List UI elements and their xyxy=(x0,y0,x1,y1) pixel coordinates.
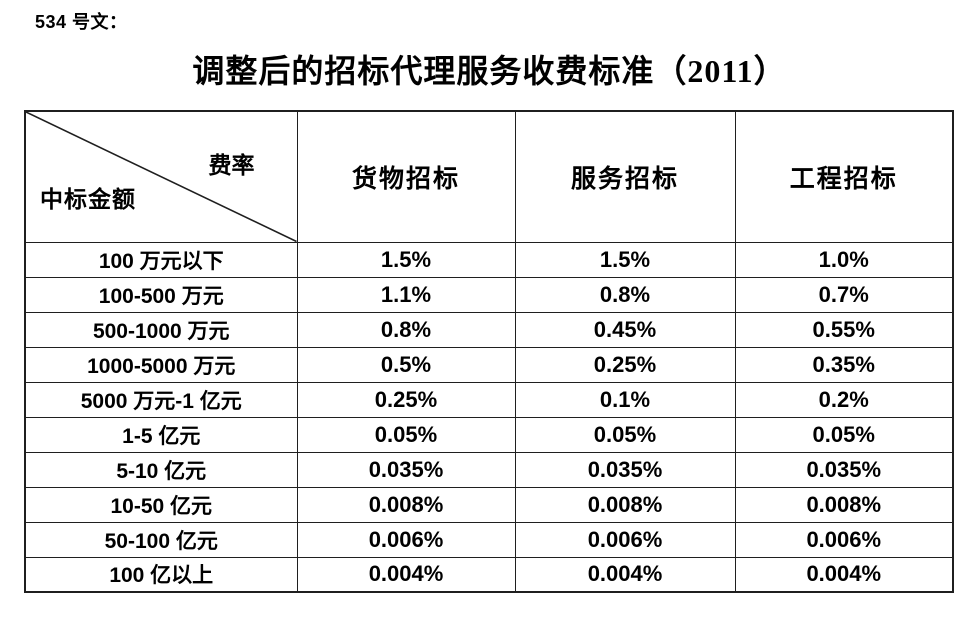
rate-value-cell: 0.05% xyxy=(734,416,954,453)
rate-value-cell: 0.035% xyxy=(296,451,516,488)
corner-label-rate: 费率 xyxy=(208,153,255,178)
rate-value-cell: 0.008% xyxy=(734,486,954,523)
amount-range-cell: 100 万元以下 xyxy=(24,241,298,278)
table-row: 100-500 万元 1.1% 0.8% 0.7% xyxy=(24,276,954,313)
table-row: 10-50 亿元 0.008% 0.008% 0.008% xyxy=(24,486,954,523)
table-row: 1000-5000 万元 0.5% 0.25% 0.35% xyxy=(24,346,954,383)
amount-range-cell: 5000 万元-1 亿元 xyxy=(24,381,298,418)
table-row: 500-1000 万元 0.8% 0.45% 0.55% xyxy=(24,311,954,348)
rate-value-cell: 0.35% xyxy=(734,346,954,383)
rate-value-cell: 0.008% xyxy=(514,486,736,523)
amount-range-cell: 100 亿以上 xyxy=(24,556,298,593)
corner-label-amount: 中标金额 xyxy=(40,187,136,212)
rate-value-cell: 0.006% xyxy=(734,521,954,558)
rate-value-cell: 0.2% xyxy=(734,381,954,418)
table-row: 5-10 亿元 0.035% 0.035% 0.035% xyxy=(24,451,954,488)
rate-value-cell: 0.004% xyxy=(734,556,954,593)
rate-value-cell: 0.035% xyxy=(514,451,736,488)
rate-value-cell: 0.5% xyxy=(296,346,516,383)
rate-value-cell: 0.45% xyxy=(514,311,736,348)
table-row: 1-5 亿元 0.05% 0.05% 0.05% xyxy=(24,416,954,453)
page-title: 调整后的招标代理服务收费标准（2011） xyxy=(192,53,787,89)
rate-value-cell: 1.5% xyxy=(514,241,736,278)
amount-range-cell: 1-5 亿元 xyxy=(24,416,298,453)
rate-value-cell: 0.55% xyxy=(734,311,954,348)
diagonal-corner-cell: 费率 中标金额 xyxy=(24,110,298,243)
amount-range-cell: 10-50 亿元 xyxy=(24,486,298,523)
rate-value-cell: 0.25% xyxy=(514,346,736,383)
rate-value-cell: 0.8% xyxy=(514,276,736,313)
rate-value-cell: 0.004% xyxy=(296,556,516,593)
table-row: 5000 万元-1 亿元 0.25% 0.1% 0.2% xyxy=(24,381,954,418)
column-header-goods: 货物招标 xyxy=(296,110,516,243)
rate-value-cell: 1.5% xyxy=(296,241,516,278)
doc-ref-label: 534 号文： xyxy=(35,12,128,32)
column-header-services: 服务招标 xyxy=(514,110,736,243)
column-header-works: 工程招标 xyxy=(734,110,954,243)
table-row: 50-100 亿元 0.006% 0.006% 0.006% xyxy=(24,521,954,558)
rate-value-cell: 1.0% xyxy=(734,241,954,278)
rate-value-cell: 0.8% xyxy=(296,311,516,348)
rate-value-cell: 0.25% xyxy=(296,381,516,418)
rate-value-cell: 1.1% xyxy=(296,276,516,313)
rate-value-cell: 0.006% xyxy=(296,521,516,558)
table-body: 100 万元以下 1.5% 1.5% 1.0% 100-500 万元 1.1% 0.8% 0.… xyxy=(24,241,954,593)
rate-value-cell: 0.035% xyxy=(734,451,954,488)
table-row: 100 万元以下 1.5% 1.5% 1.0% xyxy=(24,241,954,278)
amount-range-cell: 5-10 亿元 xyxy=(24,451,298,488)
rate-value-cell: 0.05% xyxy=(296,416,516,453)
amount-range-cell: 1000-5000 万元 xyxy=(24,346,298,383)
rate-value-cell: 0.7% xyxy=(734,276,954,313)
table-row: 100 亿以上 0.004% 0.004% 0.004% xyxy=(24,556,954,593)
rate-value-cell: 0.006% xyxy=(514,521,736,558)
rate-value-cell: 0.1% xyxy=(514,381,736,418)
amount-range-cell: 100-500 万元 xyxy=(24,276,298,313)
diagonal-divider-line xyxy=(26,112,296,241)
amount-range-cell: 500-1000 万元 xyxy=(24,311,298,348)
amount-range-cell: 50-100 亿元 xyxy=(24,521,298,558)
rate-value-cell: 0.004% xyxy=(514,556,736,593)
fee-rate-table: 费率 中标金额 货物招标 服务招标 工程招标 100 万元以下 1.5% 1.5% 1… xyxy=(24,110,954,593)
rate-value-cell: 0.05% xyxy=(514,416,736,453)
rate-value-cell: 0.008% xyxy=(296,486,516,523)
table-header-row: 费率 中标金额 货物招标 服务招标 工程招标 xyxy=(24,110,954,243)
